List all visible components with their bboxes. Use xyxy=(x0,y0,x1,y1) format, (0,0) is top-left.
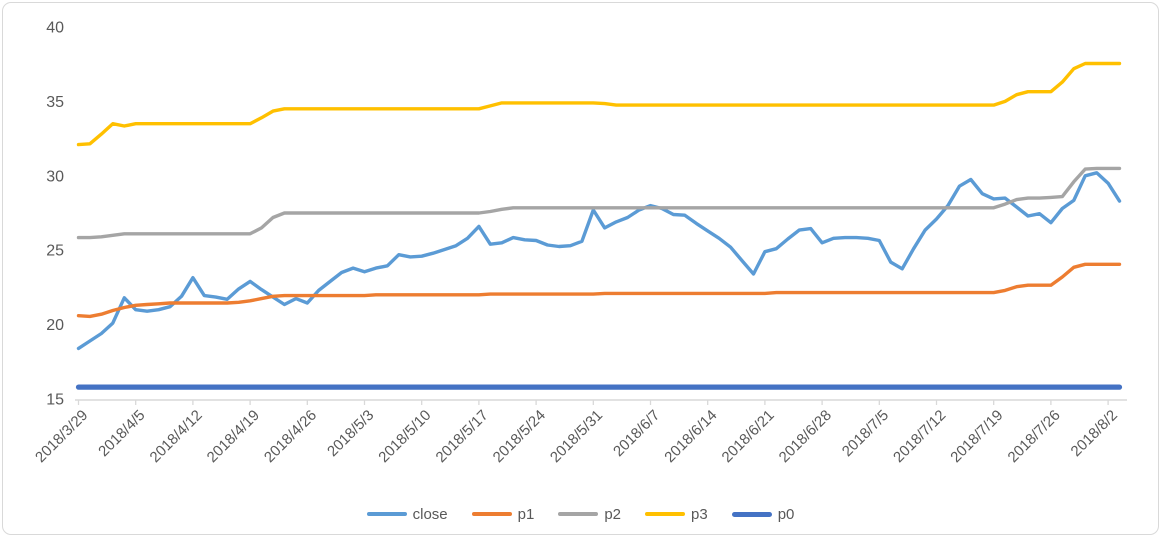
legend-label-p0: p0 xyxy=(777,505,795,523)
series-line-p1 xyxy=(76,262,1122,319)
legend-marker-p3 xyxy=(645,512,686,516)
legend-label-close: close xyxy=(412,505,448,523)
x-axis-tick-label: 2018/6/7 xyxy=(610,407,663,460)
x-axis-tick-label: 2018/6/21 xyxy=(719,407,778,466)
x-axis-tick-label: 2018/4/12 xyxy=(147,407,206,466)
legend-item-p0: p0 xyxy=(731,505,795,523)
y-axis-tick-label: 30 xyxy=(46,168,64,185)
y-axis-tick-label: 35 xyxy=(46,94,64,111)
y-axis-tick-label: 25 xyxy=(46,243,64,260)
legend-marker-p2 xyxy=(558,512,599,516)
x-axis-tick-label: 2018/7/19 xyxy=(947,407,1006,466)
legend: close p1 p2 p3 p0 xyxy=(0,500,1161,528)
legend-marker-close xyxy=(366,512,407,516)
y-axis-tick-label: 40 xyxy=(46,20,64,37)
x-axis-tick-label: 2018/7/12 xyxy=(890,407,949,466)
legend-marker-p1 xyxy=(471,512,512,516)
legend-marker-p0 xyxy=(731,511,772,517)
legend-label-p3: p3 xyxy=(691,505,708,523)
x-axis-tick-label: 2018/5/10 xyxy=(375,407,434,466)
legend-label-p1: p1 xyxy=(517,505,535,523)
x-axis-tick-label: 2018/8/2 xyxy=(1068,407,1121,460)
x-axis-tick-label: 2018/5/17 xyxy=(433,407,492,466)
x-axis-tick-label: 2018/5/31 xyxy=(547,407,606,466)
legend-item-p2: p2 xyxy=(558,507,621,522)
x-axis-tick-label: 2018/5/3 xyxy=(324,407,377,460)
x-axis-tick-label: 2018/5/24 xyxy=(490,407,549,466)
x-axis-tick-label: 2018/4/19 xyxy=(204,407,263,466)
x-axis-tick-label: 2018/3/29 xyxy=(32,407,91,466)
x-axis-tick-label: 2018/7/5 xyxy=(839,407,892,460)
y-axis-tick-label: 15 xyxy=(46,392,64,409)
series-line-p3 xyxy=(76,61,1122,147)
x-axis-tick-label: 2018/6/14 xyxy=(661,407,720,466)
legend-item-p3: p3 xyxy=(645,507,708,522)
x-axis-tick-label: 2018/4/5 xyxy=(95,407,148,460)
legend-label-p2: p2 xyxy=(604,505,622,523)
legend-item-close: close xyxy=(366,505,448,523)
series-line-close xyxy=(76,171,1122,351)
x-axis-tick-label: 2018/4/26 xyxy=(261,407,320,466)
legend-item-p1: p1 xyxy=(471,505,535,523)
x-axis-tick-label: 2018/7/26 xyxy=(1005,407,1064,466)
x-axis-tick-label: 2018/6/28 xyxy=(776,407,835,466)
series-line-p2 xyxy=(76,166,1122,240)
y-axis-tick-label: 20 xyxy=(46,317,64,334)
